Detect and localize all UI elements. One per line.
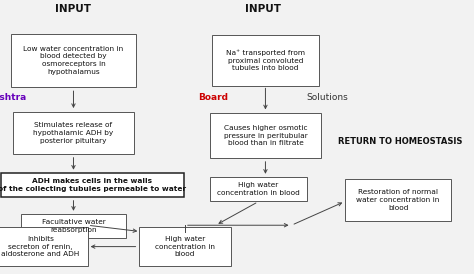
FancyBboxPatch shape <box>210 113 321 158</box>
Text: Low water concentration in
blood detected by
osmoreceptors in
hypothalamus: Low water concentration in blood detecte… <box>23 46 124 75</box>
Text: INPUT: INPUT <box>245 4 281 14</box>
Text: Inhibits
secreton of renin,
aldosterone and ADH: Inhibits secreton of renin, aldosterone … <box>1 236 80 257</box>
FancyBboxPatch shape <box>10 34 136 87</box>
Text: RETURN TO HOMEOSTASIS: RETURN TO HOMEOSTASIS <box>338 137 463 146</box>
Text: Stimulates release of
hypothalamic ADH by
posterior pituitary: Stimulates release of hypothalamic ADH b… <box>33 122 114 144</box>
FancyBboxPatch shape <box>21 214 126 238</box>
Text: Facultative water
reabsorption: Facultative water reabsorption <box>42 219 105 233</box>
Text: High water
concentration in blood: High water concentration in blood <box>217 182 300 196</box>
Text: INPUT: INPUT <box>55 4 91 14</box>
Text: Maharashtra: Maharashtra <box>0 93 27 102</box>
FancyBboxPatch shape <box>210 177 307 201</box>
Text: High water
concentration in
blood: High water concentration in blood <box>155 236 215 257</box>
Text: Causes higher osmotic
pressure in peritubular
blood than in filtrate: Causes higher osmotic pressure in peritu… <box>224 125 307 146</box>
FancyBboxPatch shape <box>0 227 88 266</box>
FancyBboxPatch shape <box>13 112 134 154</box>
FancyBboxPatch shape <box>1 173 184 197</box>
FancyBboxPatch shape <box>138 227 231 266</box>
FancyBboxPatch shape <box>212 35 319 85</box>
Text: Na⁺ transported from
proximal convoluted
tubules into blood: Na⁺ transported from proximal convoluted… <box>226 49 305 72</box>
Text: ADH makes cells in the walls
of the collecting tubules permeable to water: ADH makes cells in the walls of the coll… <box>0 178 186 192</box>
FancyBboxPatch shape <box>345 179 451 221</box>
Text: Board: Board <box>198 93 228 102</box>
Text: Solutions: Solutions <box>306 93 348 102</box>
Text: Restoration of normal
water concentration in
blood: Restoration of normal water concentratio… <box>356 189 440 211</box>
